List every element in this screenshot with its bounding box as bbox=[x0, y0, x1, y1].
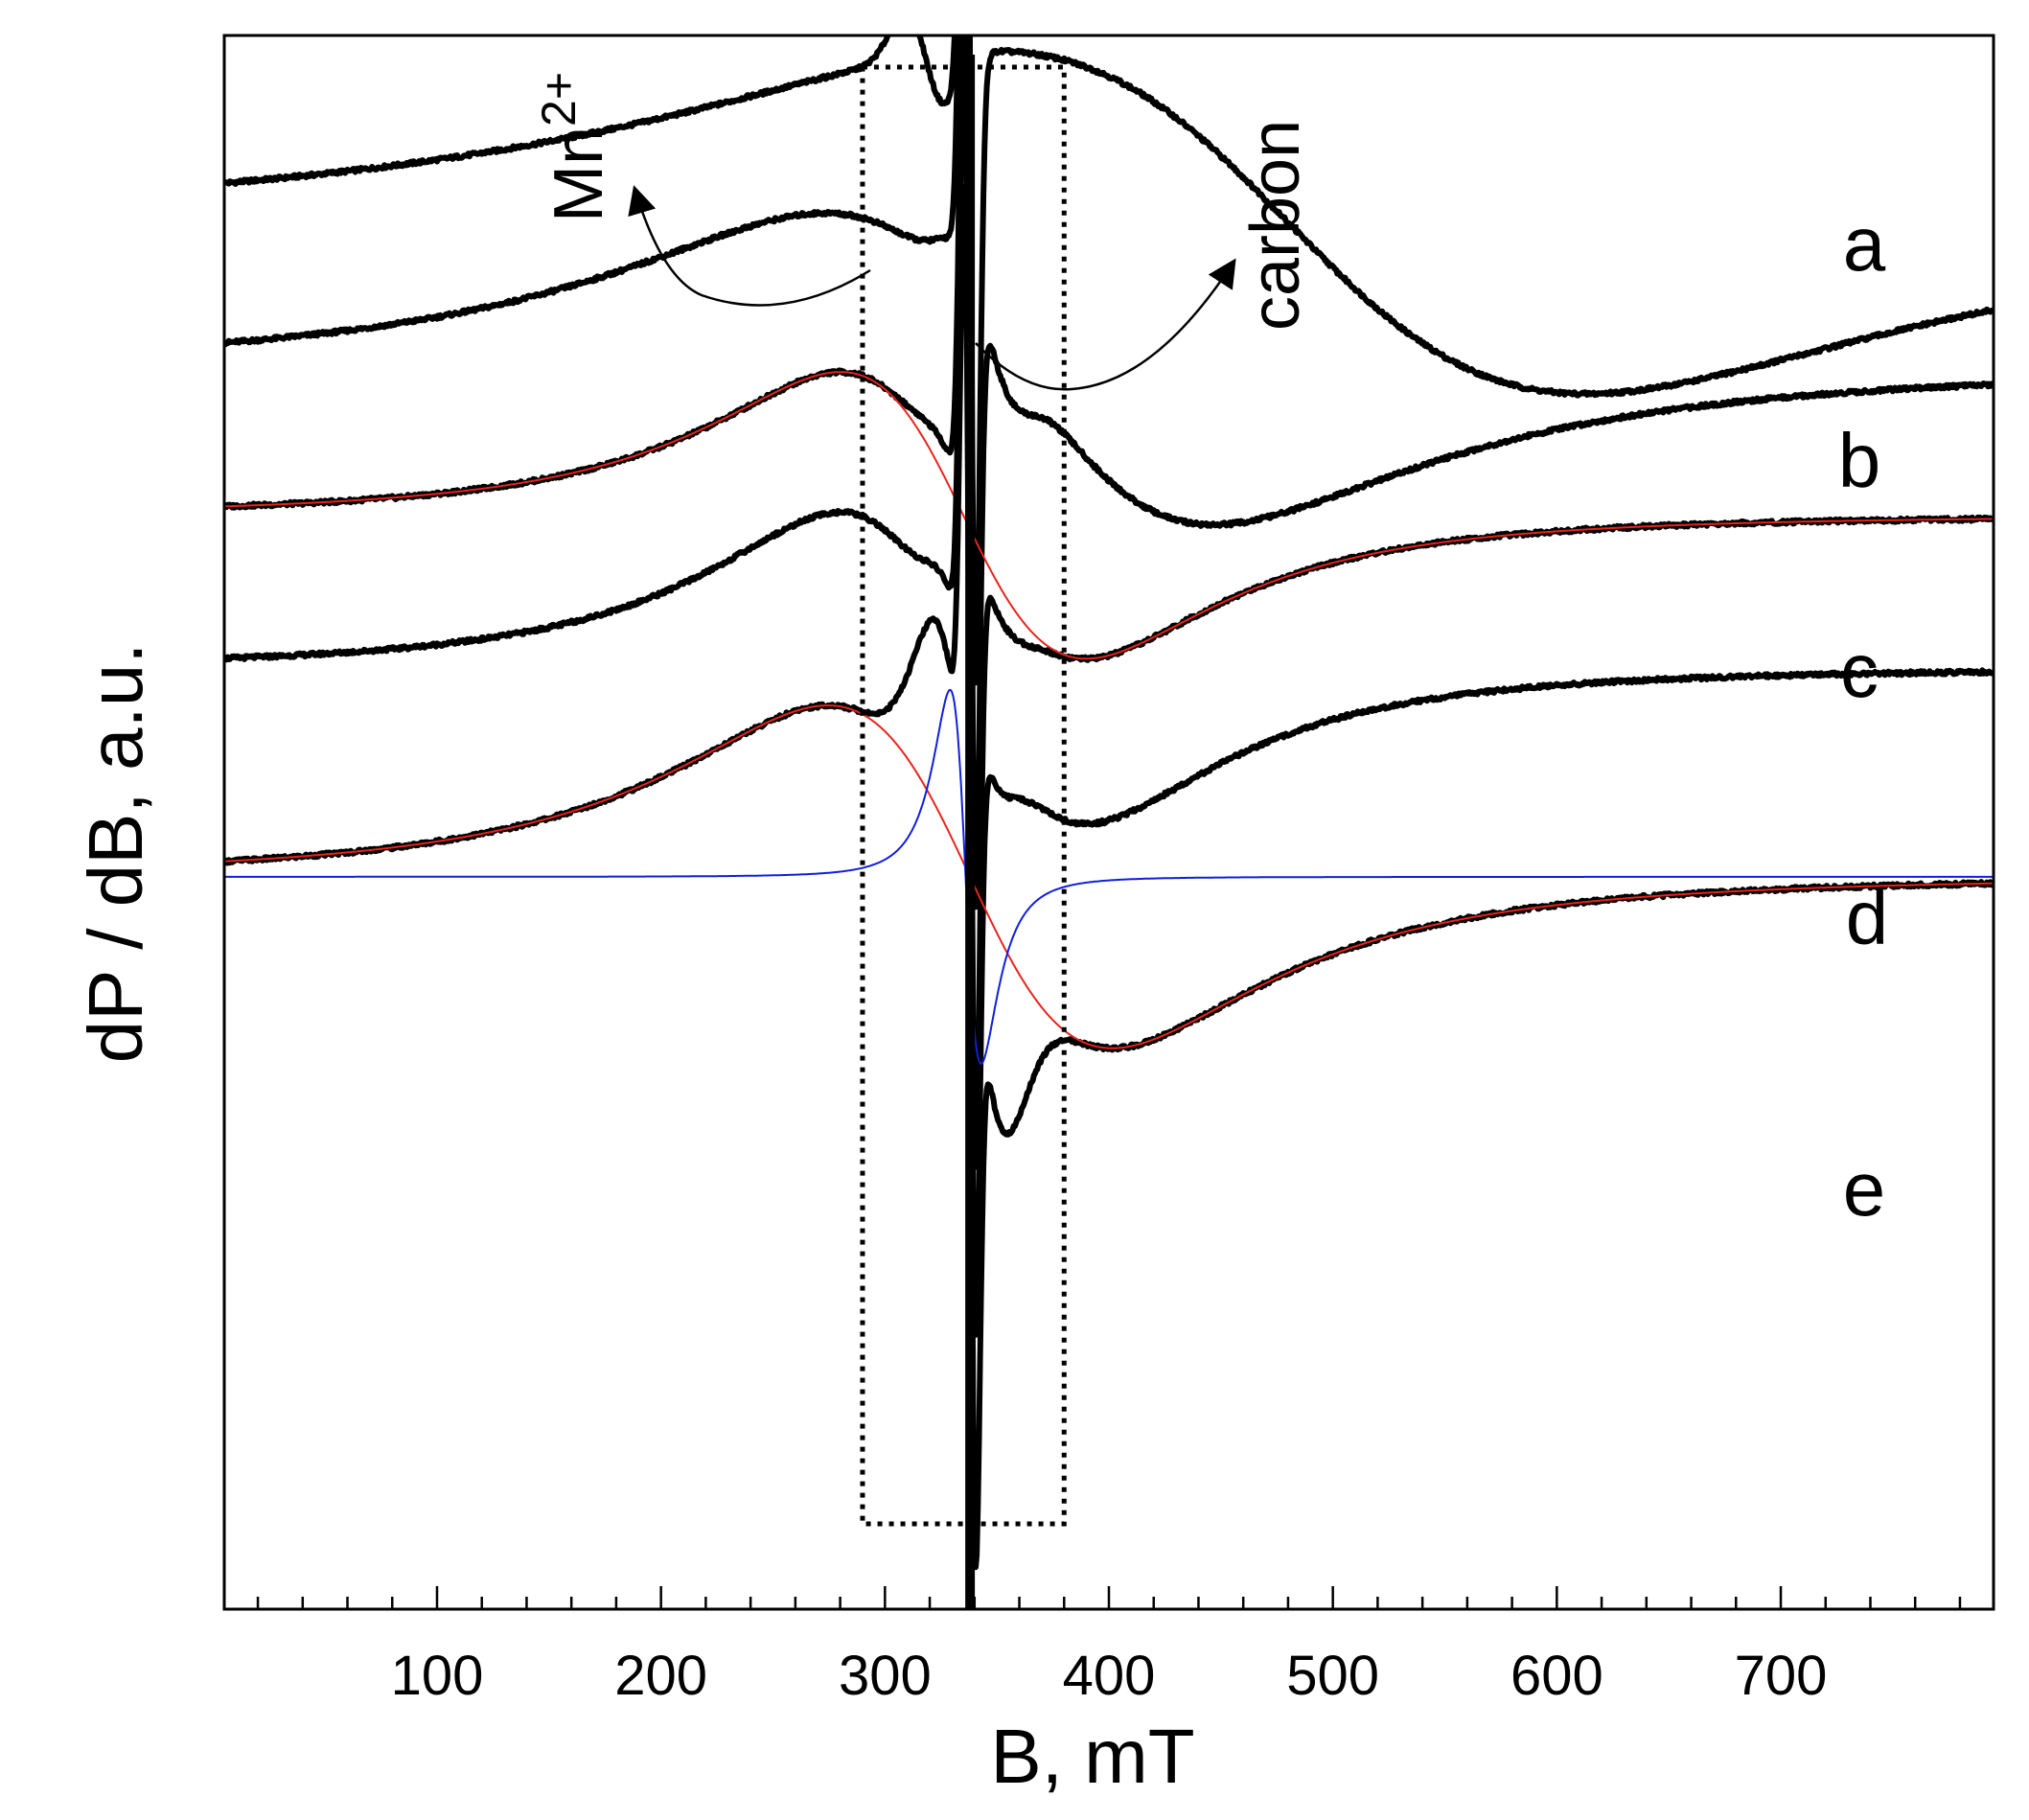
carbon-annotation-label: carbon bbox=[1237, 120, 1314, 331]
highlight-box bbox=[860, 64, 1067, 1527]
trace-labels: a b c d e bbox=[1838, 201, 1889, 1232]
trace-label-d: d bbox=[1846, 875, 1889, 960]
series-e-fit-broad-line bbox=[224, 704, 1994, 1049]
annotation-carbon: carbon bbox=[975, 120, 1314, 391]
trace-label-e: e bbox=[1843, 1146, 1886, 1232]
trace-label-c: c bbox=[1840, 628, 1879, 713]
y-axis-title: dP / dB, a.u. bbox=[73, 643, 158, 1064]
mn-label-sup: 2+ bbox=[532, 72, 586, 127]
x-tick-label: 300 bbox=[839, 1645, 932, 1707]
annotation-mn: Mn2+ bbox=[532, 72, 871, 307]
series-d-line bbox=[224, 35, 1994, 1338]
trace-label-b: b bbox=[1838, 418, 1881, 503]
x-axis-title: B, mT bbox=[990, 1714, 1194, 1799]
x-tick-label: 600 bbox=[1510, 1645, 1603, 1707]
x-tick-label: 100 bbox=[391, 1645, 484, 1707]
mn-annotation-label: Mn2+ bbox=[532, 72, 617, 222]
mn-annotation-arrow bbox=[628, 185, 871, 307]
trace-label-a: a bbox=[1843, 201, 1886, 287]
series-c-fit-line bbox=[224, 371, 1994, 660]
series-e-fit-narrow-line bbox=[224, 688, 1994, 1065]
x-tick-label: 500 bbox=[1286, 1645, 1379, 1707]
series-a-line bbox=[224, 35, 1994, 686]
carbon-annotation-arrow bbox=[975, 258, 1236, 391]
mn-label-main: Mn bbox=[541, 127, 617, 222]
series-b-line bbox=[224, 35, 1994, 910]
x-tick-label: 700 bbox=[1735, 1645, 1828, 1707]
x-axis-ticks bbox=[256, 1586, 1962, 1609]
x-tick-label: 400 bbox=[1063, 1645, 1156, 1707]
x-tick-label: 200 bbox=[614, 1645, 707, 1707]
x-tick-labels: 100 200 300 400 500 600 700 bbox=[391, 1645, 1828, 1707]
series-group bbox=[224, 35, 1994, 1571]
